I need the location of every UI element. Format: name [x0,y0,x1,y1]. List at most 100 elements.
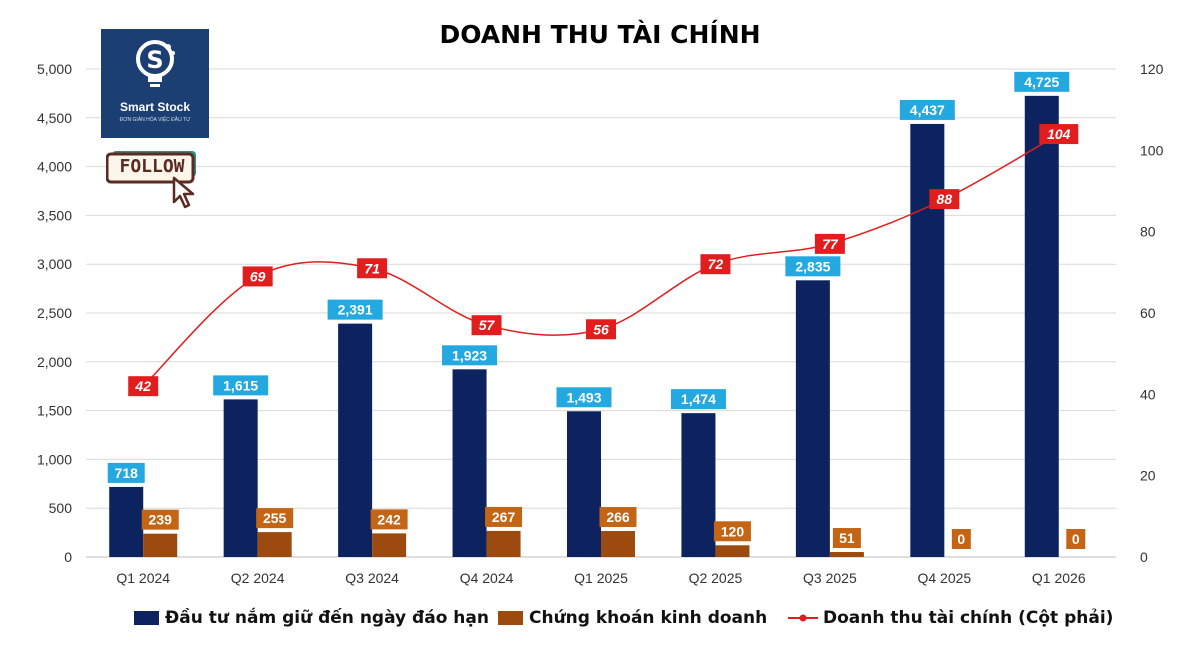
x-tick-label: Q2 2025 [689,570,743,586]
data-label-bg-orange [1066,529,1086,549]
bar-trading-securities [372,533,407,557]
data-label-bg-orange [951,529,971,549]
data-label-financial-revenue: 104 [1047,126,1071,142]
data-label-held-to-maturity: 4,725 [1024,74,1059,90]
y-right-tick-label: 20 [1140,468,1156,484]
bar-held-to-maturity [1024,95,1059,557]
bar-trading-securities [715,545,750,557]
data-label-trading-securities: 242 [377,511,401,527]
x-tick-label: Q4 2024 [460,570,514,586]
legend-label-brown: Chứng khoán kinh doanh [529,608,768,628]
bar-trading-securities [143,533,178,557]
x-tick-label: Q3 2025 [803,570,857,586]
data-label-bg-red [586,319,616,340]
bar-held-to-maturity [109,486,144,557]
bar-trading-securities [486,530,521,557]
bar-held-to-maturity [795,280,830,557]
data-label-bg-orange [485,506,523,527]
x-tick-label: Q3 2024 [345,570,399,586]
data-label-trading-securities: 267 [492,509,516,525]
data-label-bg-blue [442,345,498,366]
chart-title: DOANH THU TÀI CHÍNH [439,20,761,49]
data-label-trading-securities: 51 [839,530,855,546]
y-right-tick-label: 60 [1140,305,1156,321]
legend-label-navy: Đầu tư nắm giữ đến ngày đáo hạn [165,608,489,628]
data-label-held-to-maturity: 2,391 [338,302,373,318]
follow-button[interactable]: FOLLOW [106,150,198,209]
y-left-tick-label: 3,000 [37,256,72,272]
bar-trading-securities [601,531,635,557]
follow-label: FOLLOW [119,156,185,177]
legend-item-brown-bars: Chứng khoán kinh doanh [498,606,767,630]
svg-text:S: S [146,46,163,74]
data-label-trading-securities: 120 [721,523,745,539]
data-label-held-to-maturity: 1,474 [681,391,716,407]
data-label-bg-orange [599,507,637,528]
y-right-tick-label: 40 [1140,386,1156,402]
x-tick-label: Q4 2025 [917,570,971,586]
data-label-trading-securities: 0 [1072,531,1080,547]
y-right-tick-label: 80 [1140,224,1156,240]
data-label-trading-securities: 266 [606,509,630,525]
data-label-bg-red [1039,124,1079,145]
data-label-trading-securities: 0 [957,531,965,547]
y-right-tick-label: 120 [1140,61,1164,77]
y-left-tick-label: 5,000 [37,61,72,77]
data-label-bg-orange [141,509,179,530]
data-label-trading-securities: 255 [263,510,287,526]
lightbulb-dollar-icon: S [136,40,175,87]
data-label-financial-revenue: 88 [937,191,953,207]
y-right-tick-label: 0 [1140,549,1148,565]
bar-held-to-maturity [338,323,373,557]
legend-line-marker [788,614,818,622]
data-label-bg-orange [256,508,294,529]
follow-badge-icon [106,151,196,184]
bar-held-to-maturity [452,369,487,557]
y-left-tick-label: 4,000 [37,159,72,175]
x-tick-label: Q1 2025 [574,570,628,586]
data-label-bg-red [814,233,845,254]
y-right-tick-label: 100 [1140,142,1164,158]
legend-swatch-brown [498,611,523,625]
data-label-bg-blue [556,387,612,408]
data-label-bg-red [700,254,731,275]
y-left-tick-label: 2,500 [37,305,72,321]
data-label-financial-revenue: 57 [479,317,496,333]
legend-item-navy-bars: Đầu tư nắm giữ đến ngày đáo hạn [134,606,489,630]
data-label-financial-revenue: 71 [364,260,380,276]
data-label-financial-revenue: 72 [708,256,724,272]
data-label-bg-orange [713,521,751,542]
data-label-bg-orange [370,509,408,530]
y-left-tick-label: 2,000 [37,354,72,370]
y-left-tick-label: 4,500 [37,110,72,126]
data-label-bg-red [929,189,960,210]
data-label-bg-orange [832,528,861,549]
data-label-bg-red [242,266,273,287]
data-label-bg-red [471,315,502,336]
data-label-financial-revenue: 42 [134,378,151,394]
data-label-trading-securities: 239 [149,512,173,528]
y-left-tick-label: 500 [49,500,73,516]
legend-swatch-navy [134,611,159,625]
data-label-bg-blue [785,256,841,277]
bar-held-to-maturity [910,123,945,558]
data-label-bg-blue [899,99,955,120]
legend-label-line: Doanh thu tài chính (Cột phải) [823,608,1114,628]
bar-held-to-maturity [567,411,601,557]
smart-stock-logo: S Smart Stock ĐƠN GIẢN HÓA VIỆC ĐẦU TƯ [101,29,209,138]
y-left-tick-label: 0 [64,549,72,565]
legend: Đầu tư nắm giữ đến ngày đáo hạn Chứng kh… [0,606,1200,630]
cursor-icon [172,176,195,209]
data-label-held-to-maturity: 4,437 [910,102,945,118]
logo-name: Smart Stock [119,100,191,114]
legend-item-red-line: Doanh thu tài chính (Cột phải) [787,606,1113,630]
data-label-financial-revenue: 56 [593,321,609,337]
x-tick-label: Q2 2024 [231,570,285,586]
data-label-bg-blue [670,389,726,410]
data-label-held-to-maturity: 1,923 [452,347,487,363]
data-label-bg-red [357,258,388,279]
y-left-tick-label: 1,500 [37,403,72,419]
data-label-held-to-maturity: 1,493 [566,389,601,405]
bar-trading-securities [829,552,864,557]
data-label-bg-red [128,376,159,397]
